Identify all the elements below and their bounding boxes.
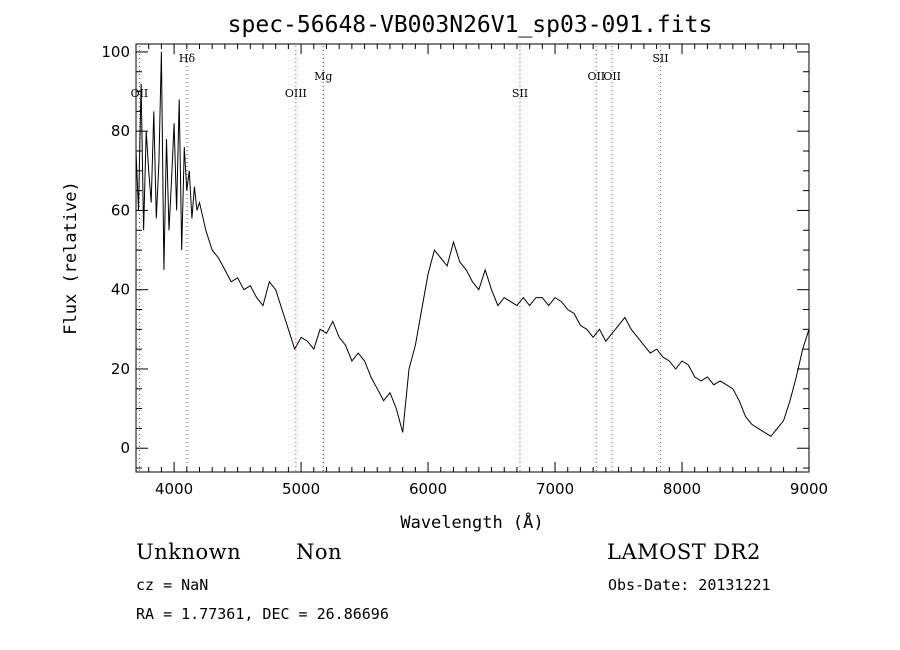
y-tick-label: 80 (111, 122, 130, 140)
marker-label: Hδ (179, 52, 196, 65)
class-label: Unknown (136, 540, 242, 564)
obs-date-label: Obs-Date: 20131221 (608, 576, 771, 594)
x-tick-label: 8000 (663, 480, 701, 498)
y-tick-label: 0 (120, 439, 130, 457)
subclass-label: Non (296, 540, 343, 564)
coords-label: RA = 1.77361, DEC = 26.86696 (136, 605, 389, 623)
marker-label: SII (652, 52, 668, 65)
cz-label: cz = NaN (136, 576, 209, 594)
marker-label: SII (512, 87, 528, 100)
y-tick-label: 100 (101, 43, 130, 61)
y-tick-label: 40 (111, 281, 130, 299)
marker-label: OII (587, 70, 605, 83)
x-tick-label: 7000 (536, 480, 574, 498)
x-axis-ticks: 4000 5000 6000 7000 8000 9000 (135, 44, 828, 498)
marker-label: OIII (285, 87, 307, 100)
y-tick-label: 20 (111, 360, 130, 378)
x-axis-label: Wavelength (Å) (400, 511, 543, 533)
plot-frame (135, 43, 810, 473)
y-axis-label: Flux (relative) (61, 181, 81, 335)
x-tick-label: 4000 (155, 480, 193, 498)
x-tick-label: 9000 (790, 480, 828, 498)
spectrum-line (135, 51, 810, 437)
marker-label: Mg (314, 70, 332, 83)
survey-label: LAMOST DR2 (607, 540, 761, 564)
chart-title: spec-56648-VB003N26V1_sp03-091.fits (228, 12, 713, 38)
y-tick-label: 60 (111, 201, 130, 219)
x-tick-label: 6000 (409, 480, 447, 498)
marker-label: OII (131, 87, 149, 100)
y-axis-ticks: 0 20 40 60 80 100 (101, 43, 809, 469)
plot-area (135, 43, 810, 473)
x-tick-label: 5000 (282, 480, 320, 498)
marker-label: OII (603, 70, 621, 83)
